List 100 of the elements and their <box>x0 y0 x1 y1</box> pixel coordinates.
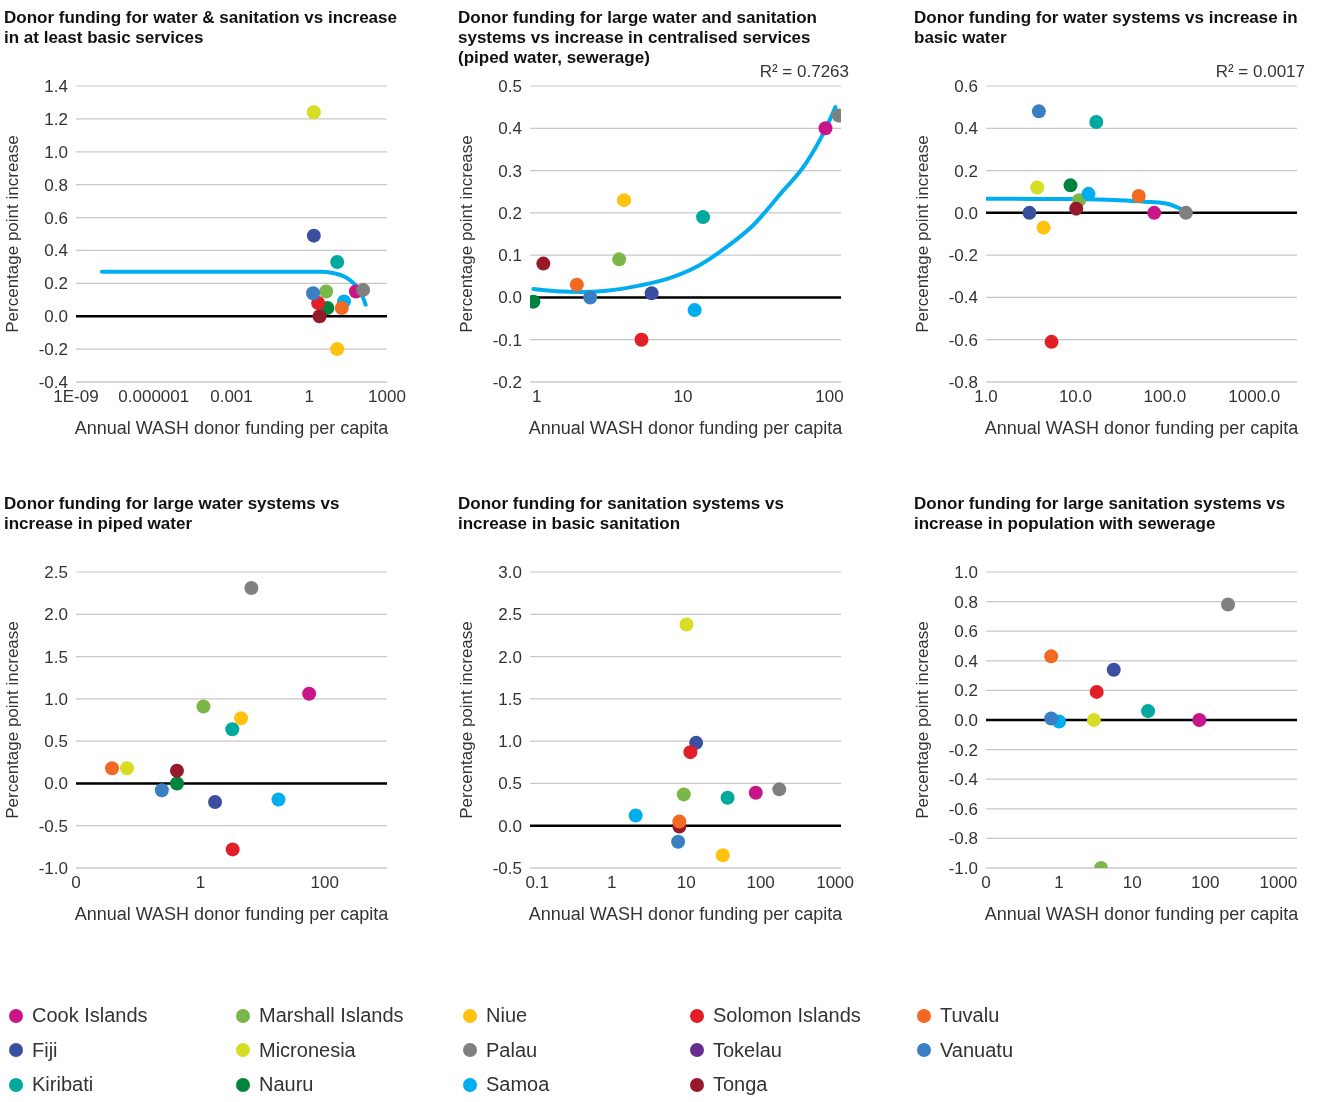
x-tick-label: 1 <box>195 873 206 893</box>
x-tick-label: 1000.0 <box>1228 387 1281 407</box>
y-tick-label: 0.2 <box>498 203 522 223</box>
y-axis-title: Percentage point increase <box>913 135 933 333</box>
legend-label: Nauru <box>259 1073 314 1096</box>
x-axis-title: Annual WASH donor funding per capita <box>528 418 844 438</box>
y-tick-label: 0.0 <box>954 203 978 223</box>
y-tick-label: 0.6 <box>44 208 68 228</box>
x-tick-label: 1 <box>531 387 542 407</box>
legend-label: Tokelau <box>713 1038 782 1062</box>
x-tick-label: 100 <box>310 873 339 893</box>
x-tick-label: 0.001 <box>210 387 253 407</box>
x-tick-label: 1 <box>1054 873 1064 893</box>
legend-label: Tonga <box>713 1073 768 1096</box>
chart-title: Donor funding for water & sanitation vs increase in at least basic services <box>4 8 398 49</box>
y-tick-label: -1.0 <box>948 859 978 879</box>
y-tick-label: 2.0 <box>44 605 68 625</box>
y-tick-label: 3.0 <box>498 563 522 583</box>
y-tick-label: 0.0 <box>954 711 978 731</box>
y-tick-label: 0.2 <box>954 681 978 701</box>
chart-title: Donor funding for large water systems vs increase in piped water <box>4 494 341 535</box>
x-tick-label: 1.0 <box>974 387 998 407</box>
x-tick-label: 1000 <box>1259 873 1298 893</box>
x-tick-label: 10 <box>676 873 696 893</box>
x-axis-title: Annual WASH donor funding per capita <box>74 418 390 438</box>
y-tick-label: 1.5 <box>44 647 68 667</box>
x-tick-label: 0.000001 <box>118 387 190 407</box>
y-tick-label: 1.0 <box>498 732 522 752</box>
y-tick-label: 0.5 <box>498 774 522 794</box>
y-tick-label: 0.0 <box>498 816 522 836</box>
x-tick-label: 0 <box>71 873 81 893</box>
y-tick-label: 1.5 <box>498 689 522 709</box>
y-tick-label: 0.8 <box>954 592 978 612</box>
y-tick-label: -0.8 <box>948 829 978 849</box>
y-tick-label: 0.4 <box>498 119 522 139</box>
y-tick-label: 0.5 <box>498 77 522 97</box>
legend-label: Solomon Islands <box>713 1004 861 1027</box>
legend-label: Palau <box>486 1038 538 1062</box>
x-axis-title: Annual WASH donor funding per capita <box>528 904 844 924</box>
y-axis-title: Percentage point increase <box>913 621 933 819</box>
y-axis-title: Percentage point increase <box>3 621 23 819</box>
text: R² = 0.0017 <box>1215 62 1305 82</box>
x-tick-label: 100 <box>746 873 775 893</box>
y-tick-label: 0.2 <box>954 161 978 181</box>
x-tick-label: 10 <box>1122 873 1142 893</box>
legend-label: Tuvalu <box>940 1004 1000 1027</box>
x-tick-label: 10 <box>673 387 693 407</box>
y-tick-label: 2.5 <box>44 563 68 583</box>
y-tick-label: -0.2 <box>492 373 522 393</box>
y-tick-label: 1.0 <box>44 142 68 162</box>
y-tick-label: 2.0 <box>498 647 522 667</box>
y-tick-label: 0.3 <box>498 161 522 181</box>
y-tick-label: 0.5 <box>44 732 68 752</box>
legend-label: Micronesia <box>259 1038 356 1062</box>
x-axis-title: Annual WASH donor funding per capita <box>984 904 1300 924</box>
y-tick-label: -0.4 <box>948 288 978 308</box>
y-tick-label: -0.4 <box>948 770 978 790</box>
y-tick-label: 1.0 <box>954 563 978 583</box>
y-tick-label: 0.4 <box>44 241 68 261</box>
y-tick-label: -0.2 <box>38 340 68 360</box>
chart-title: Donor funding for water systems vs increase in basic water <box>914 8 1298 47</box>
x-tick-label: 100.0 <box>1143 387 1187 407</box>
y-axis-title: Percentage point increase <box>457 135 477 333</box>
legend-label: Kiribati <box>32 1073 94 1096</box>
y-tick-label: -0.6 <box>948 330 978 350</box>
x-tick-label: 1000 <box>368 387 406 407</box>
x-tick-label: 0.1 <box>525 873 550 893</box>
y-tick-label: 0.4 <box>954 119 978 139</box>
y-tick-label: 0.0 <box>44 774 68 794</box>
y-axis-title: Percentage point increase <box>3 135 23 333</box>
legend-label: Marshall Islands <box>259 1004 404 1027</box>
y-tick-label: 1.0 <box>44 689 68 709</box>
y-tick-label: 1.2 <box>44 109 68 129</box>
y-tick-label: 2.5 <box>498 605 522 625</box>
y-tick-label: 0.6 <box>954 622 978 642</box>
y-tick-label: 0.4 <box>954 651 978 671</box>
x-tick-label: 1000 <box>816 873 855 893</box>
x-tick-label: 10.0 <box>1058 387 1092 407</box>
x-axis-title: Annual WASH donor funding per capita <box>74 904 390 924</box>
y-tick-label: -1.0 <box>38 859 68 879</box>
x-axis-title: Annual WASH donor funding per capita <box>984 418 1300 438</box>
chart-title: Donor funding for large sanitation systems vs increase in population with sewerage <box>914 494 1287 535</box>
chart-title: Donor funding for sanitation systems vs increase in basic sanitation <box>458 494 785 535</box>
x-tick-label: 1 <box>606 873 617 893</box>
x-tick-label: 100 <box>815 387 844 407</box>
y-tick-label: 0.6 <box>954 77 978 97</box>
y-tick-label: -0.5 <box>38 816 68 836</box>
y-tick-label: -0.2 <box>948 246 978 266</box>
y-tick-label: 0.0 <box>44 307 68 327</box>
x-tick-label: 100 <box>1191 873 1220 893</box>
y-tick-label: 0.2 <box>44 274 68 294</box>
legend-label: Samoa <box>486 1073 550 1096</box>
legend-label: Vanuatu <box>940 1038 1014 1062</box>
y-tick-label: 1.4 <box>44 77 68 97</box>
y-axis-title: Percentage point increase <box>457 621 477 819</box>
y-tick-label: 0.8 <box>44 175 68 195</box>
legend-label: Fiji <box>32 1038 58 1062</box>
y-tick-label: -0.1 <box>492 330 522 350</box>
y-tick-label: -0.2 <box>948 740 978 760</box>
y-tick-label: 0.0 <box>498 288 522 308</box>
